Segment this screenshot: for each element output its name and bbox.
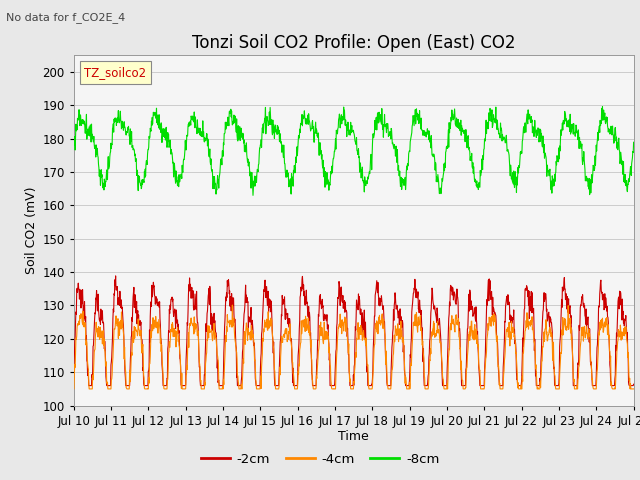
Title: Tonzi Soil CO2 Profile: Open (East) CO2: Tonzi Soil CO2 Profile: Open (East) CO2 [192, 34, 515, 52]
X-axis label: Time: Time [338, 431, 369, 444]
Legend: TZ_soilco2: TZ_soilco2 [79, 61, 151, 84]
Y-axis label: Soil CO2 (mV): Soil CO2 (mV) [25, 187, 38, 274]
Text: No data for f_CO2E_4: No data for f_CO2E_4 [6, 12, 125, 23]
Legend: -2cm, -4cm, -8cm: -2cm, -4cm, -8cm [195, 447, 445, 471]
